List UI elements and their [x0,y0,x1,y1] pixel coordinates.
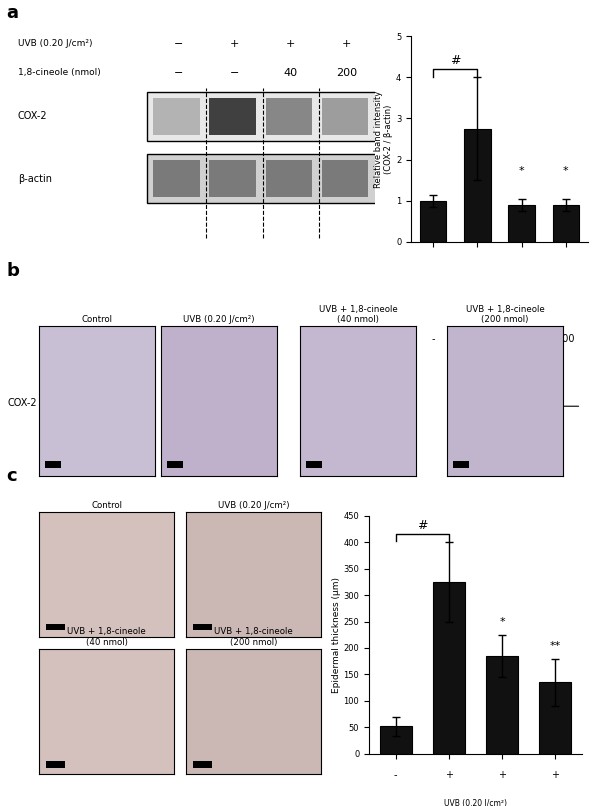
Text: UVB (0.20 J/cm²): UVB (0.20 J/cm²) [18,39,92,48]
Title: UVB + 1,8-cineole
(200 nmol): UVB + 1,8-cineole (200 nmol) [466,305,544,324]
Text: #: # [450,54,461,67]
Text: +: + [230,39,239,49]
Bar [193,624,212,630]
Bar [46,761,65,767]
Text: -: - [476,334,479,344]
Text: a: a [6,4,18,22]
Text: UVB (0.20 J/cm²): UVB (0.20 J/cm²) [444,799,507,806]
Text: COX-2: COX-2 [18,111,47,122]
Text: −: − [173,68,183,77]
Bar [486,656,518,754]
Bar [306,461,322,468]
Title: UVB (0.20 J/cm²): UVB (0.20 J/cm²) [183,315,254,324]
Bar [420,201,446,242]
Text: −: − [173,39,183,49]
Text: -: - [431,334,435,344]
Text: COX-2: COX-2 [8,398,37,408]
FancyBboxPatch shape [146,154,377,203]
Bar [433,582,465,754]
Bar [453,461,469,468]
Bar [45,461,61,468]
Bar [193,761,212,767]
Y-axis label: Epidermal thickness (μm): Epidermal thickness (μm) [332,577,341,692]
Text: *: * [563,166,569,176]
FancyBboxPatch shape [266,160,312,197]
FancyBboxPatch shape [266,98,312,135]
Text: +: + [551,771,559,780]
FancyBboxPatch shape [209,160,256,197]
Text: 40: 40 [284,68,298,77]
Text: 1,8-cineole (nmol): 1,8-cineole (nmol) [18,68,101,77]
Bar [553,205,579,242]
Text: +: + [498,771,506,780]
FancyBboxPatch shape [322,160,368,197]
FancyBboxPatch shape [209,98,256,135]
Text: *: * [499,617,505,627]
Text: +: + [445,771,453,780]
Title: Control: Control [91,501,122,509]
Text: #: # [417,519,427,532]
Text: 200: 200 [557,334,575,344]
FancyBboxPatch shape [153,160,200,197]
Title: UVB + 1,8-cineole
(40 nmol): UVB + 1,8-cineole (40 nmol) [67,627,146,646]
Bar [380,726,412,754]
Text: b: b [6,262,19,280]
Bar [46,624,65,630]
FancyBboxPatch shape [322,98,368,135]
Text: **: ** [550,641,561,650]
Text: 200: 200 [337,68,358,77]
Bar [464,129,491,242]
Text: -: - [394,771,397,780]
Text: 1,8-cineole (nmol): 1,8-cineole (nmol) [465,369,534,378]
Bar [539,682,571,754]
Text: −: − [230,68,239,77]
Text: 40: 40 [515,334,528,344]
Title: UVB + 1,8-cineole
(200 nmol): UVB + 1,8-cineole (200 nmol) [214,627,293,646]
Text: β-actin: β-actin [18,173,52,184]
Title: Control: Control [82,315,112,324]
Text: UVB (0.20 J/cm²): UVB (0.20 J/cm²) [490,422,553,432]
Bar [508,205,535,242]
Title: UVB + 1,8-cineole
(40 nmol): UVB + 1,8-cineole (40 nmol) [319,305,397,324]
Bar [167,461,183,468]
Title: UVB (0.20 J/cm²): UVB (0.20 J/cm²) [218,501,289,509]
FancyBboxPatch shape [153,98,200,135]
Y-axis label: Relative band intensity
(COX-2 / β-actin): Relative band intensity (COX-2 / β-actin… [374,90,393,188]
FancyBboxPatch shape [146,92,377,141]
Text: c: c [6,467,17,485]
Text: *: * [519,166,524,176]
Text: +: + [342,39,352,49]
Text: +: + [286,39,295,49]
